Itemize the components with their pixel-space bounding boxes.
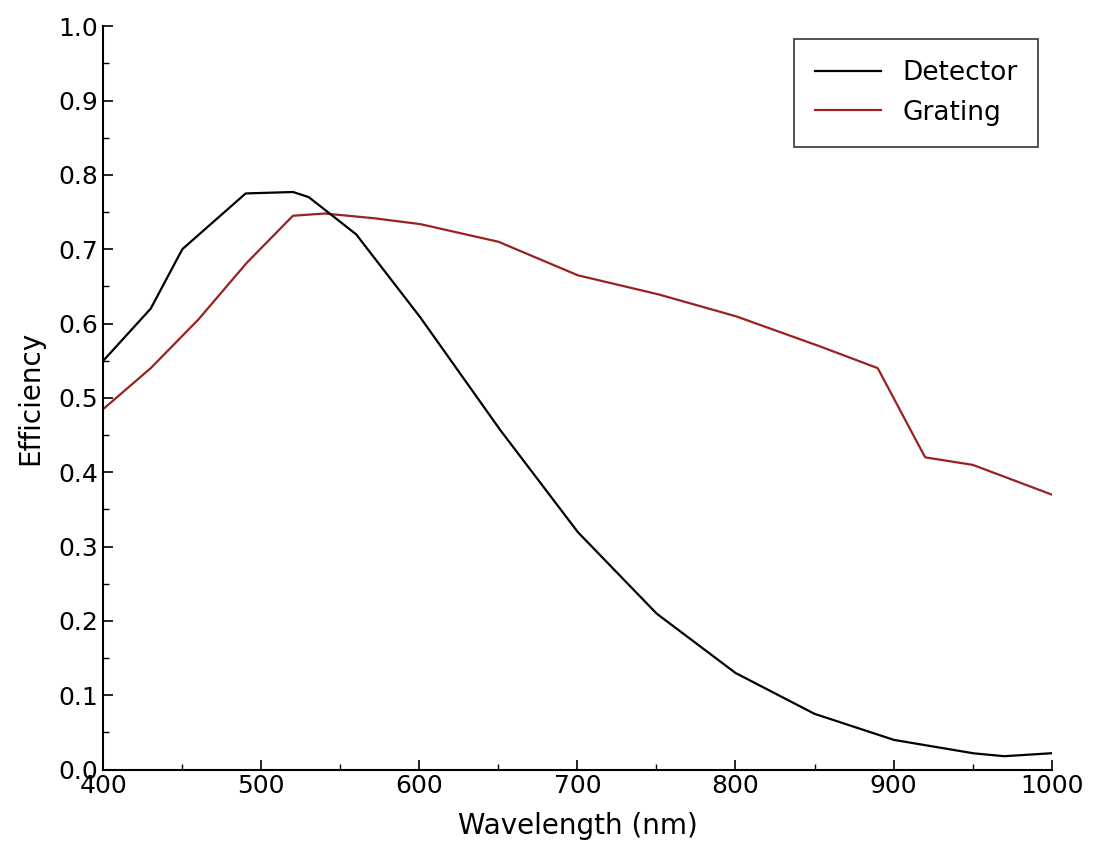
- Detector: [286, 187, 299, 197]
- Grating: [515, 247, 528, 257]
- Detector: [515, 453, 528, 464]
- Grating: [749, 318, 762, 328]
- Detector: [481, 407, 494, 417]
- Detector: [998, 751, 1011, 761]
- Detector: [194, 228, 207, 238]
- Grating: [194, 312, 207, 322]
- Grating: [97, 404, 110, 414]
- Grating: [855, 357, 868, 367]
- Detector: [1045, 748, 1058, 758]
- Line: Detector: Detector: [103, 192, 1052, 756]
- Detector: [837, 718, 850, 728]
- Grating: [1045, 489, 1058, 500]
- Y-axis label: Efficiency: Efficiency: [16, 331, 45, 465]
- Detector: [855, 724, 868, 734]
- X-axis label: Wavelength (nm): Wavelength (nm): [458, 812, 697, 841]
- Detector: [749, 678, 762, 688]
- Detector: [97, 356, 110, 366]
- Grating: [837, 351, 850, 361]
- Legend: Detector, Grating: Detector, Grating: [794, 39, 1038, 147]
- Line: Grating: Grating: [103, 213, 1052, 494]
- Grating: [481, 234, 494, 244]
- Grating: [318, 208, 331, 219]
